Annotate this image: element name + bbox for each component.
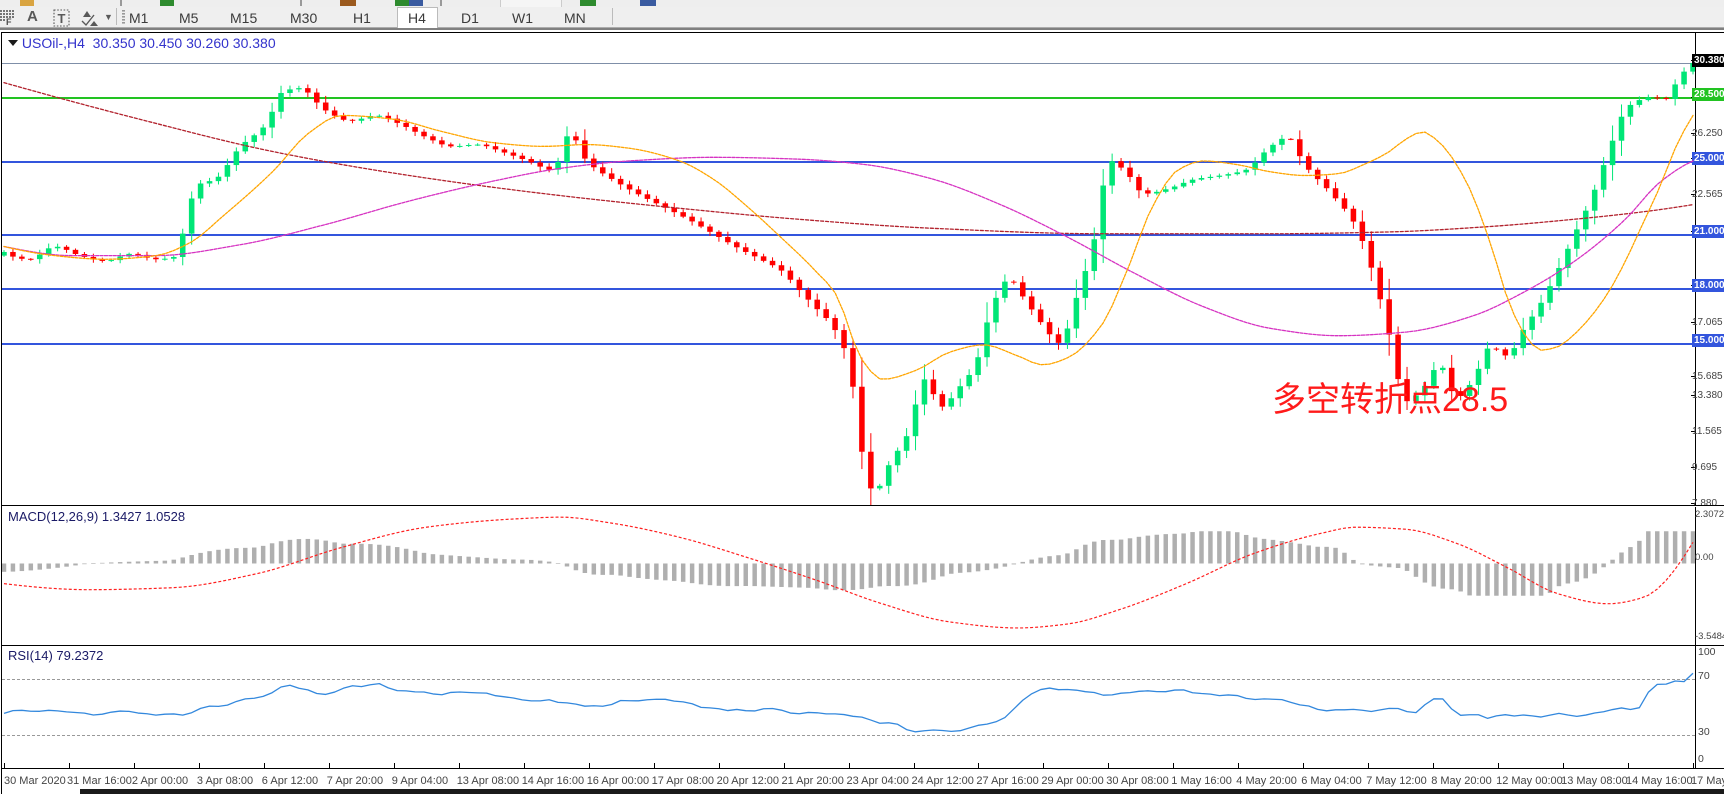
svg-text:T: T (58, 11, 66, 26)
svg-text:F: F (6, 17, 12, 27)
